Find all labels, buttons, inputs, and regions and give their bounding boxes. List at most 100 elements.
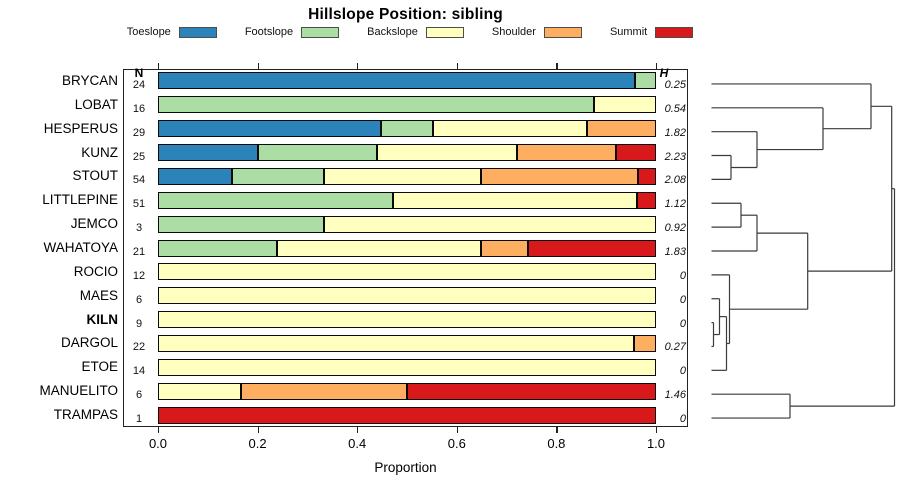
bar-segment-shoulder (516, 144, 617, 162)
bar-segment-toeslope (158, 120, 382, 138)
bar-segment-summit (636, 191, 656, 209)
x-tick-top (257, 63, 259, 69)
x-axis-label: Proportion (374, 460, 437, 475)
x-tick-bottom (257, 427, 259, 433)
bar-segment-shoulder (480, 167, 638, 185)
bar-segment-shoulder (480, 239, 528, 257)
bar-segment-backslope (276, 239, 481, 257)
n-value: 25 (132, 150, 146, 163)
bar-segment-shoulder (241, 382, 407, 400)
bar-segment-shoulder (587, 120, 656, 138)
bar-segment-footslope (158, 239, 277, 257)
n-value: 14 (132, 365, 146, 378)
bar-segment-footslope (381, 120, 433, 138)
n-value: 54 (132, 174, 146, 187)
bar-segment-footslope (635, 72, 656, 90)
legend-item-toeslope: Toeslope (127, 26, 217, 38)
n-value: 12 (132, 269, 146, 282)
row-label: BRYCAN (61, 72, 118, 88)
row-label: MANUELITO (39, 383, 118, 399)
bar-segment-footslope (158, 215, 324, 233)
legend-label: Footslope (244, 26, 294, 38)
x-tick-top (357, 63, 359, 69)
n-value: 3 (135, 222, 143, 235)
bar-segment-toeslope (158, 167, 232, 185)
h-value: 0.54 (664, 102, 686, 115)
bar-segment-backslope (158, 382, 242, 400)
bar-segment-footslope (257, 144, 378, 162)
bar-segment-backslope (158, 334, 634, 352)
n-value: 22 (132, 341, 146, 354)
n-value: 16 (132, 102, 146, 115)
row-label: TRAMPAS (53, 407, 118, 423)
bar-segment-toeslope (158, 144, 258, 162)
chart-title: Hillslope Position: sibling (308, 6, 503, 23)
row-label: LOBAT (74, 96, 118, 112)
bar-segment-summit (616, 144, 656, 162)
bar-segment-summit (528, 239, 656, 257)
bar-segment-backslope (158, 263, 656, 281)
legend-label: Backslope (367, 26, 418, 38)
n-value: 6 (135, 293, 143, 306)
row-label: HESPERUS (43, 120, 118, 136)
bar-segment-backslope (158, 311, 656, 329)
bar-segment-backslope (377, 144, 517, 162)
h-value: 0.27 (664, 341, 686, 354)
bar-segment-backslope (323, 167, 481, 185)
x-tick-bottom (158, 427, 160, 433)
legend-label: Toeslope (126, 26, 171, 38)
row-label: MAES (79, 287, 118, 303)
x-tick-bottom (556, 427, 558, 433)
legend-item-backslope: Backslope (367, 26, 464, 38)
n-value: 51 (132, 198, 146, 211)
legend-swatch-icon (178, 26, 217, 38)
bar-segment-summit (637, 167, 656, 185)
bar-segment-toeslope (158, 72, 636, 90)
h-value: 0 (679, 293, 686, 306)
legend: Toeslope Footslope Backslope Shoulder Summit (60, 24, 760, 40)
bar-segment-footslope (158, 191, 393, 209)
n-value: 9 (135, 317, 143, 330)
n-value: 24 (132, 78, 146, 91)
legend-swatch-icon (543, 26, 582, 38)
legend-item-summit: Summit (609, 26, 694, 38)
row-label: WAHATOYA (43, 240, 118, 255)
h-value: 1.83 (664, 246, 686, 258)
x-tick-label: 0.0 (148, 436, 168, 451)
legend-label: Summit (609, 26, 648, 38)
row-label: DARGOL (60, 335, 118, 351)
bar-segment-backslope (158, 358, 656, 376)
x-tick-label: 0.2 (248, 436, 267, 451)
n-value: 1 (135, 413, 143, 426)
n-column-header: N (134, 66, 144, 80)
x-tick-top (556, 63, 558, 69)
bar-segment-backslope (432, 120, 588, 138)
bar-segment-backslope (593, 96, 656, 114)
x-tick-top (158, 63, 160, 69)
legend-item-shoulder: Shoulder (492, 26, 582, 38)
bar-segment-backslope (158, 287, 656, 305)
x-tick-label: 0.4 (348, 436, 367, 451)
x-tick-bottom (357, 427, 359, 433)
plot-frame (123, 69, 688, 427)
h-value: 1.46 (664, 389, 686, 402)
h-value: 0.92 (664, 222, 686, 235)
x-tick-label: 1.0 (646, 436, 666, 451)
row-label: ETOE (81, 359, 118, 375)
x-tick-label: 0.8 (547, 436, 566, 451)
bar-segment-backslope (323, 215, 656, 233)
x-tick-top (456, 63, 459, 69)
n-value: 29 (132, 126, 146, 139)
x-tick-label: 0.6 (447, 436, 466, 451)
h-value: 0 (679, 317, 686, 330)
h-value: 2.23 (664, 150, 686, 163)
x-tick-bottom (656, 427, 658, 433)
n-value: 6 (135, 389, 143, 402)
legend-swatch-icon (301, 26, 340, 38)
bar-segment-footslope (158, 96, 594, 114)
h-value: 0 (679, 269, 686, 282)
legend-swatch-icon (425, 26, 464, 38)
row-label: LITTLEPINE (42, 192, 118, 208)
h-value: 0 (679, 365, 686, 378)
